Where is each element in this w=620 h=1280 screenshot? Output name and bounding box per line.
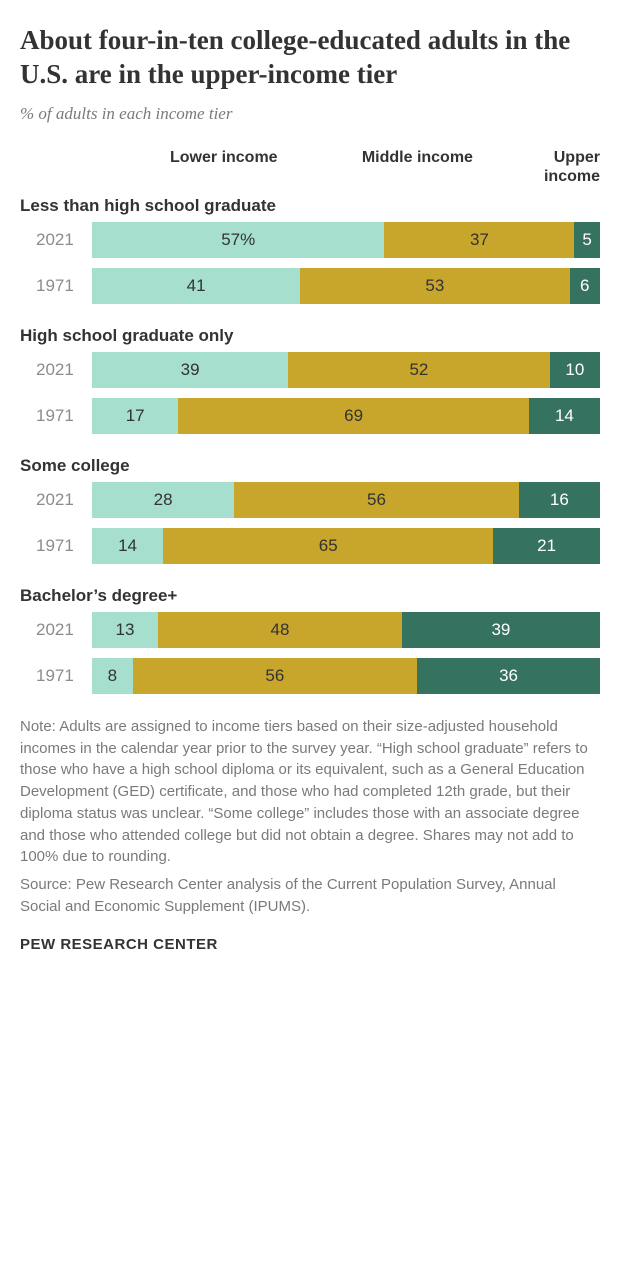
header-upper: Upper income	[509, 148, 600, 186]
bar-row: 197141536	[20, 268, 600, 304]
segment-middle: 53	[300, 268, 569, 304]
segment-middle: 37	[384, 222, 574, 258]
year-label: 2021	[20, 620, 92, 640]
year-label: 1971	[20, 406, 92, 426]
segment-upper: 36	[417, 658, 600, 694]
segment-lower: 14	[92, 528, 163, 564]
year-label: 2021	[20, 360, 92, 380]
group: Some college20212856161971146521	[20, 456, 600, 564]
bar-row: 1971146521	[20, 528, 600, 564]
segment-lower: 13	[92, 612, 158, 648]
segment-lower: 39	[92, 352, 288, 388]
bar-row: 2021395210	[20, 352, 600, 388]
segment-lower: 28	[92, 482, 234, 518]
chart-body: Less than high school graduate202157%375…	[20, 196, 600, 694]
group: High school graduate only202139521019711…	[20, 326, 600, 434]
source-text: Source: Pew Research Center analysis of …	[20, 874, 600, 918]
stacked-bar: 85636	[92, 658, 600, 694]
stacked-bar: 146521	[92, 528, 600, 564]
segment-upper: 6	[570, 268, 600, 304]
bar-row: 1971176914	[20, 398, 600, 434]
bar-row: 2021134839	[20, 612, 600, 648]
note-text: Note: Adults are assigned to income tier…	[20, 716, 600, 868]
segment-middle: 69	[178, 398, 529, 434]
stacked-bar: 41536	[92, 268, 600, 304]
column-headers: Lower income Middle income Upper income	[20, 148, 600, 186]
segment-lower: 8	[92, 658, 133, 694]
group: Less than high school graduate202157%375…	[20, 196, 600, 304]
stacked-bar: 57%375	[92, 222, 600, 258]
segment-middle: 52	[288, 352, 550, 388]
group-title: High school graduate only	[20, 326, 600, 346]
segment-upper: 5	[574, 222, 600, 258]
stacked-bar: 134839	[92, 612, 600, 648]
segment-middle: 65	[163, 528, 493, 564]
bar-row: 197185636	[20, 658, 600, 694]
chart-title: About four-in-ten college-educated adult…	[20, 24, 600, 92]
segment-middle: 56	[234, 482, 518, 518]
segment-middle: 56	[133, 658, 417, 694]
segment-lower: 41	[92, 268, 300, 304]
segment-lower: 17	[92, 398, 178, 434]
attribution: PEW RESEARCH CENTER	[20, 936, 600, 953]
year-label: 1971	[20, 536, 92, 556]
group-title: Bachelor’s degree+	[20, 586, 600, 606]
stacked-bar: 176914	[92, 398, 600, 434]
chart-subtitle: % of adults in each income tier	[20, 104, 600, 124]
segment-upper: 14	[529, 398, 600, 434]
segment-middle: 48	[158, 612, 402, 648]
bar-row: 2021285616	[20, 482, 600, 518]
segment-upper: 10	[550, 352, 600, 388]
stacked-bar: 285616	[92, 482, 600, 518]
year-label: 2021	[20, 230, 92, 250]
year-label: 2021	[20, 490, 92, 510]
header-middle: Middle income	[336, 148, 509, 186]
segment-upper: 39	[402, 612, 600, 648]
segment-upper: 16	[519, 482, 600, 518]
stacked-bar: 395210	[92, 352, 600, 388]
group-title: Less than high school graduate	[20, 196, 600, 216]
group-title: Some college	[20, 456, 600, 476]
segment-upper: 21	[493, 528, 600, 564]
segment-lower: 57%	[92, 222, 384, 258]
header-lower: Lower income	[92, 148, 336, 186]
year-label: 1971	[20, 666, 92, 686]
bar-row: 202157%375	[20, 222, 600, 258]
year-label: 1971	[20, 276, 92, 296]
group: Bachelor’s degree+2021134839197185636	[20, 586, 600, 694]
